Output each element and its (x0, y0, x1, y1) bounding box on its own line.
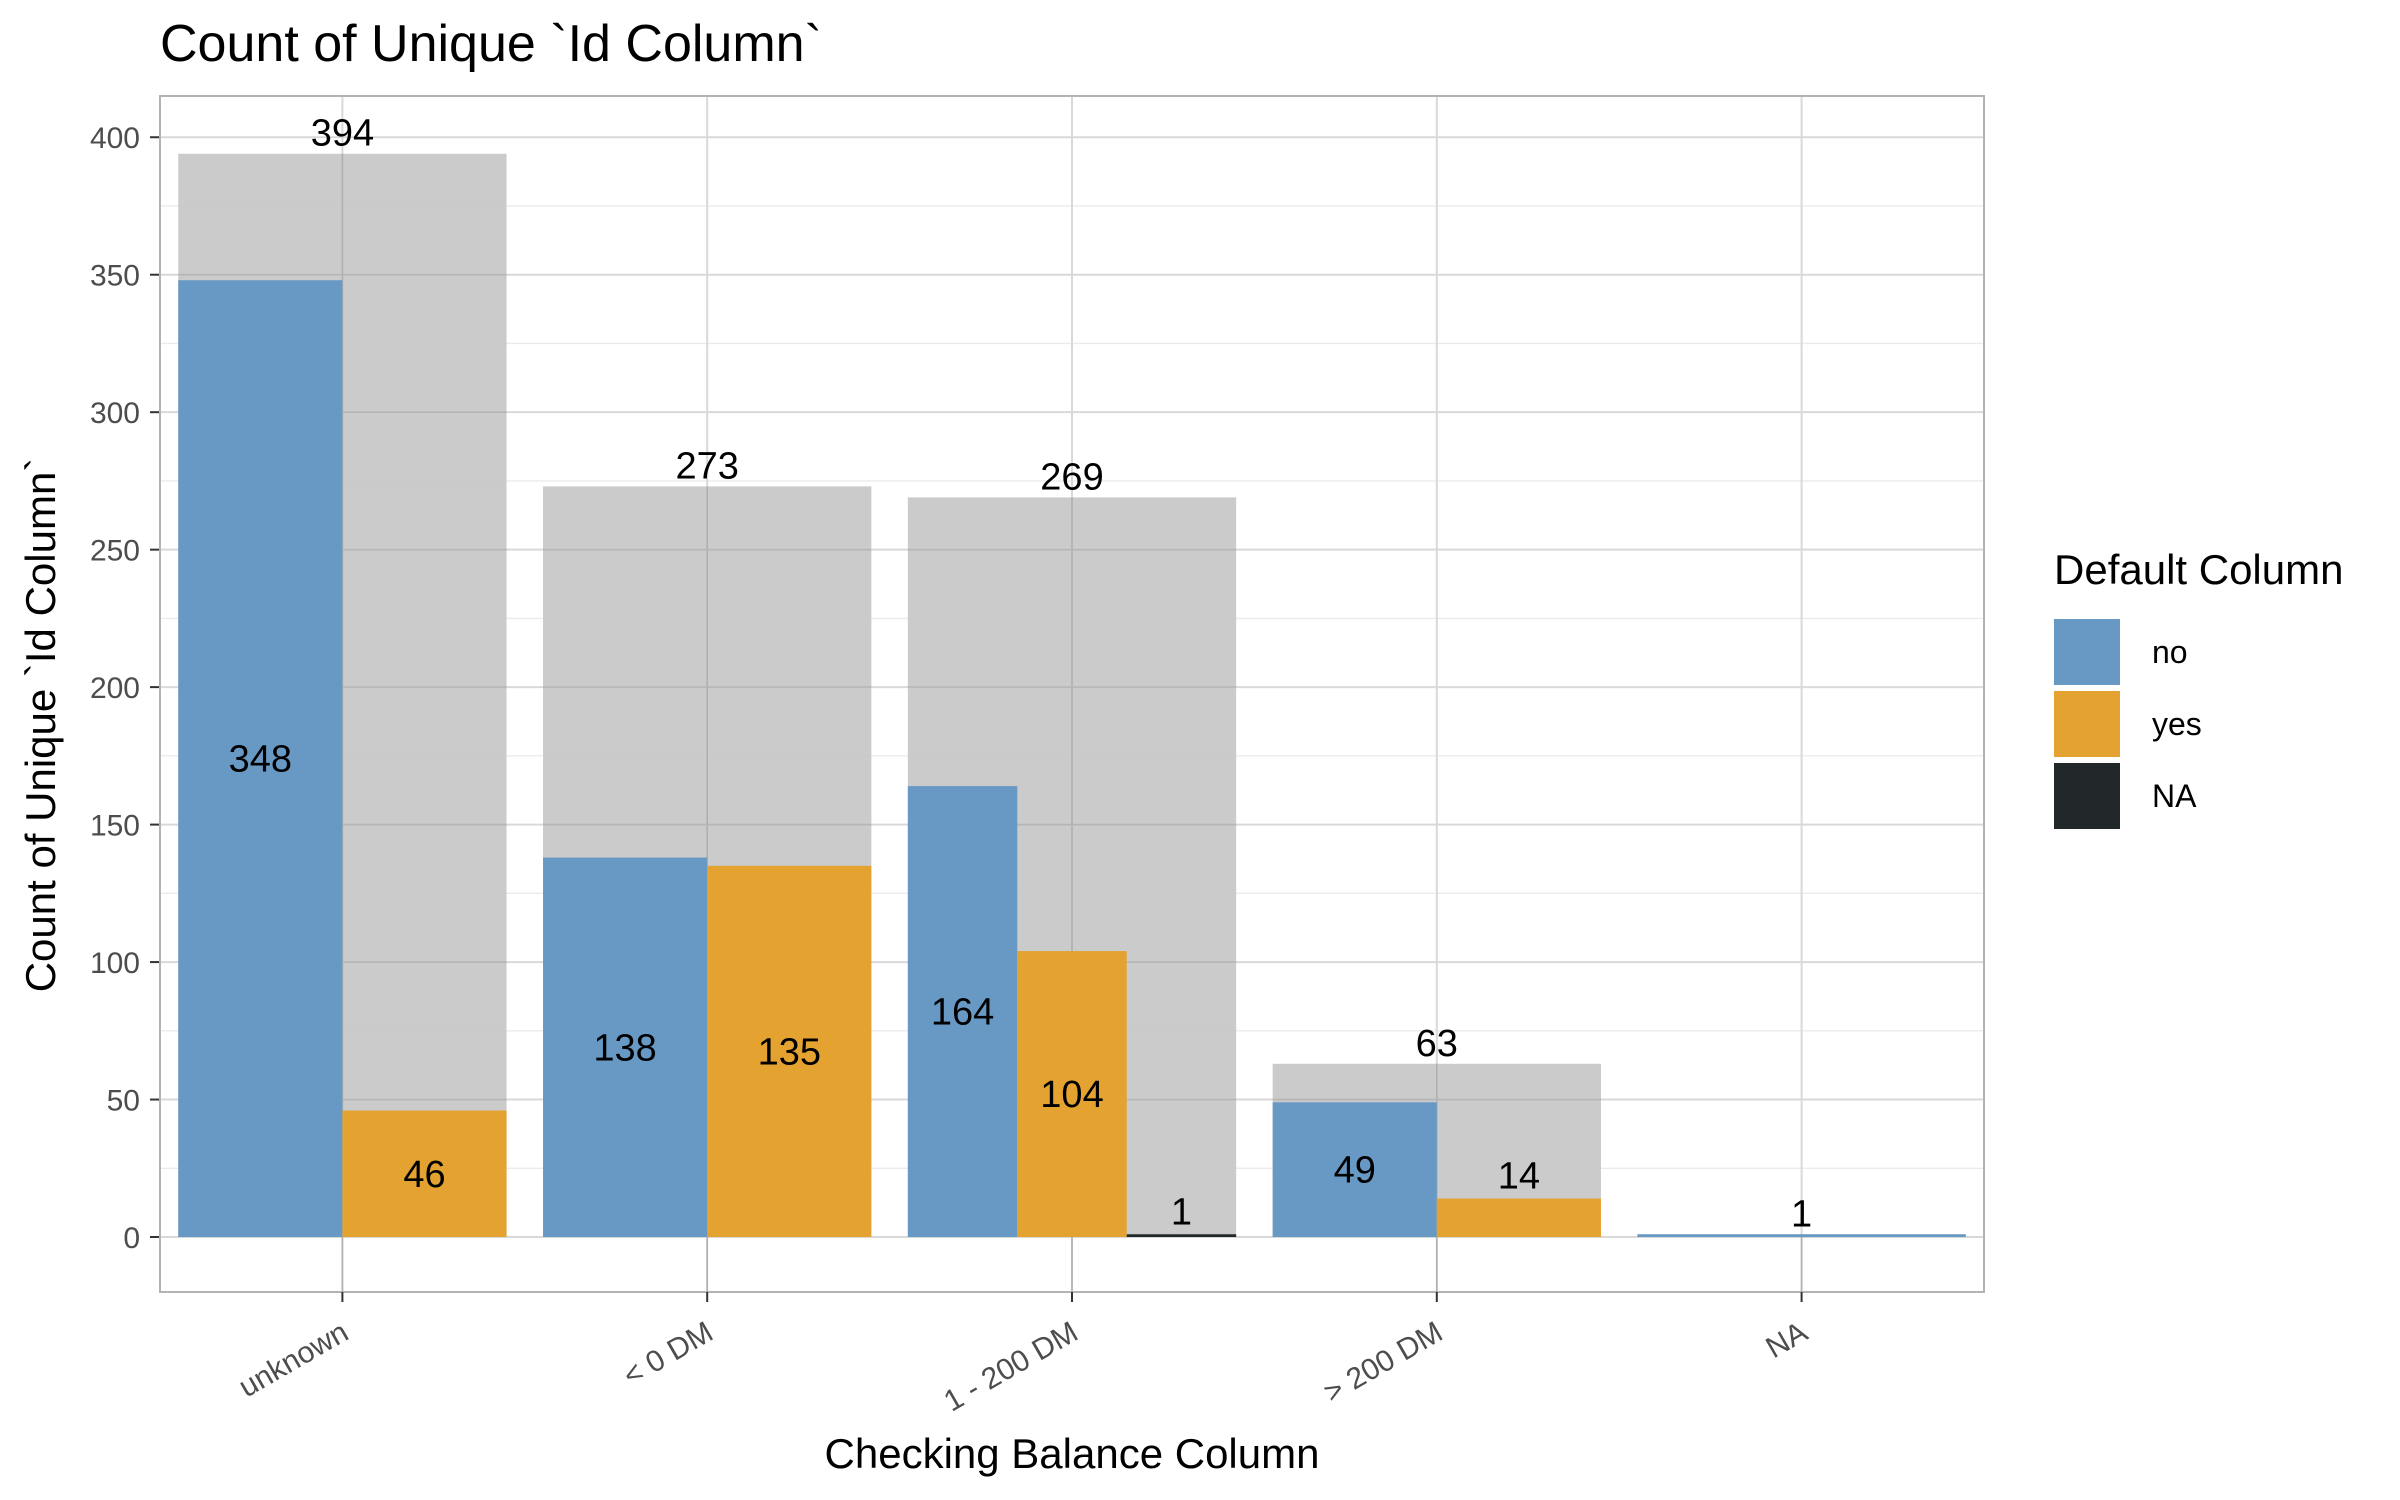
y-tick-label: 0 (123, 1222, 140, 1255)
bar-no-0 (178, 280, 343, 1238)
x-tick-label: NA (1760, 1315, 1813, 1364)
x-axis-title: Checking Balance Column (824, 1430, 1320, 1477)
total-label: 269 (1040, 456, 1103, 498)
bar-value-label: 1 (1171, 1191, 1192, 1233)
bar-yes-3 (1436, 1198, 1601, 1238)
bar-no-4 (1637, 1234, 1966, 1238)
y-tick-label: 50 (107, 1085, 140, 1118)
legend: Default Column no yes NA (2054, 546, 2343, 832)
bar-value-label: 14 (1498, 1156, 1540, 1198)
bar-value-label: 135 (758, 1031, 821, 1073)
x-tick-label: 1 - 200 DM (938, 1315, 1083, 1418)
total-label: 273 (675, 445, 738, 487)
total-label: 63 (1416, 1023, 1458, 1065)
y-tick-label: 250 (90, 535, 140, 568)
y-tick-label: 400 (90, 122, 140, 155)
bar-no-3 (1272, 1102, 1437, 1238)
bar-no-1 (543, 857, 708, 1238)
legend-key-yes (2054, 691, 2120, 757)
bar-value-label: 348 (229, 739, 292, 781)
y-axis-title: Count of Unique `Id Column` (17, 457, 64, 993)
total-label: 394 (311, 113, 374, 155)
legend-label-no: no (2152, 633, 2188, 670)
legend-label-na: NA (2152, 777, 2197, 814)
bar-yes-2 (1017, 951, 1127, 1238)
y-tick-label: 200 (90, 672, 140, 705)
legend-key-na (2054, 763, 2120, 829)
legend-item-yes: yes (2054, 688, 2343, 760)
bar-yes-0 (342, 1110, 507, 1238)
total-label: 1 (1791, 1193, 1812, 1235)
bar-value-label: 164 (931, 992, 994, 1034)
bar-value-label: 46 (403, 1154, 445, 1196)
x-tick-label: > 200 DM (1318, 1315, 1448, 1409)
bar-value-label: 138 (593, 1027, 656, 1069)
legend-title: Default Column (2054, 546, 2344, 593)
x-tick-label: < 0 DM (618, 1315, 719, 1392)
bar-value-label: 104 (1040, 1074, 1103, 1116)
y-tick-label: 350 (90, 260, 140, 293)
legend-label-yes: yes (2152, 705, 2202, 742)
bar-na-2 (1126, 1234, 1237, 1238)
legend-item-na: NA (2054, 760, 2343, 832)
legend-item-no: no (2054, 616, 2343, 688)
x-tick-label: unknown (233, 1315, 354, 1404)
bar-value-label: 49 (1334, 1150, 1376, 1192)
y-tick-label: 150 (90, 810, 140, 843)
y-tick-label: 300 (90, 397, 140, 430)
bar-no-2 (907, 786, 1018, 1238)
chart-title: Count of Unique `Id Column` (160, 15, 822, 73)
bar-yes-1 (707, 865, 872, 1238)
legend-key-no (2054, 619, 2120, 685)
y-tick-label: 100 (90, 947, 140, 980)
